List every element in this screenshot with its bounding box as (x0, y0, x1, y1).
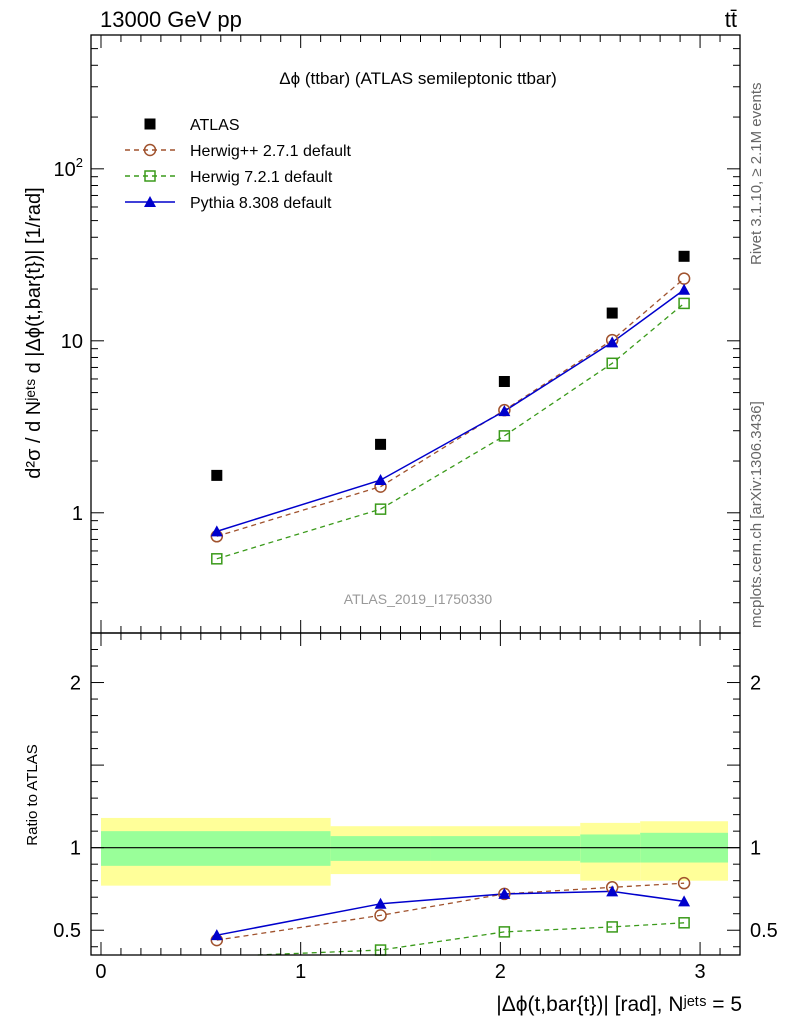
legend-label-atlas: ATLAS (190, 117, 240, 134)
main-y-tick-label: 10 (61, 331, 83, 353)
main-point-herwig-7-2-1-default (606, 357, 618, 370)
ratio-band-green (330, 836, 431, 861)
ratio-y-tick-label: 1 (70, 838, 81, 860)
header-left-label: 13000 GeV pp (100, 7, 242, 32)
main-point-pythia-8-308-default (374, 474, 387, 486)
side-label-rivet: Rivet 3.1.10, ≥ 2.1M events (748, 83, 765, 266)
ratio-y-tick-label-right: 0.5 (750, 920, 778, 942)
ratio-band-green (580, 834, 641, 863)
main-point-herwig-2-7-1-default (677, 272, 691, 285)
ratio-point-herwig-2-7-1-default (374, 909, 387, 922)
main-plot-frame: 1 10 102 (54, 34, 741, 634)
legend-label-herwig-2-7-1-default: Herwig++ 2.7.1 default (190, 143, 352, 160)
ratio-point-herwig-7-2-1-default (606, 921, 618, 933)
x-tick-label: 0 (95, 961, 106, 983)
ratio-frame-border (90, 632, 741, 956)
analysis-watermark: ATLAS_2019_I1750330 (344, 591, 493, 607)
ratio-point-pythia-8-308-default (210, 929, 223, 941)
main-point-pythia-8-308-default (210, 525, 223, 537)
ratio-y-tick-label-right: 2 (750, 673, 761, 695)
x-axis-label: |Δϕ(t,bar{t})| [rad], Nʲᵉᵗˢ = 5 (496, 993, 742, 1016)
main-point-pythia-8-308-default (498, 405, 511, 417)
legend-label-pythia-8-308-default: Pythia 8.308 default (190, 195, 332, 212)
main-series-markers (210, 250, 691, 565)
main-point-atlas (211, 469, 223, 481)
ratio-point-herwig-7-2-1-default (498, 926, 511, 938)
ratio-point-herwig-7-2-1-default (678, 917, 690, 929)
main-point-pythia-8-308-default (678, 283, 691, 295)
ratio-line-pythia-8-308-default (216, 890, 685, 936)
ratio-band-green (430, 836, 581, 861)
ratio-point-pythia-8-308-default (678, 895, 691, 907)
legend-marker-herwig-2-7-1-default (143, 143, 157, 157)
legend: ATLAS Herwig++ 2.7.1 default Herwig 7.2.1 … (125, 117, 352, 212)
ratio-plot-frame: 0.5 0.5 1 1 2 2 0 1 2 3 (53, 632, 778, 983)
main-y-tick-label: 1 (72, 503, 83, 525)
x-tick-label: 2 (495, 961, 506, 983)
ratio-series-markers (210, 876, 691, 956)
main-line-pythia-8-308-default (216, 289, 685, 533)
main-point-pythia-8-308-default (606, 336, 619, 348)
main-point-atlas (375, 438, 387, 450)
ratio-point-pythia-8-308-default (498, 887, 511, 899)
legend-marker-herwig-7-2-1-default (144, 170, 156, 182)
main-point-atlas (606, 307, 618, 319)
ratio-point-herwig-2-7-1-default (677, 876, 691, 890)
ratio-band-green (100, 831, 331, 866)
main-point-herwig-7-2-1-default (374, 503, 387, 515)
ratio-y-axis-label: Ratio to ATLAS (24, 744, 41, 845)
x-tick-label: 3 (694, 961, 705, 983)
header-right-label: tt̄ (725, 7, 737, 32)
main-y-tick-label: 102 (54, 155, 83, 181)
legend-label-herwig-7-2-1-default: Herwig 7.2.1 default (190, 169, 333, 186)
main-point-atlas (498, 375, 510, 387)
ratio-uncertainty-bands (91, 817, 740, 886)
ratio-point-pythia-8-308-default (606, 885, 619, 897)
ratio-point-pythia-8-308-default (374, 897, 387, 909)
main-series-lines (216, 278, 685, 560)
main-point-herwig-7-2-1-default (498, 430, 511, 442)
main-y-axis-label: d²σ / d Nʲᵉᵗˢ d |Δϕ(t,bar{t})| [1/rad] (23, 187, 45, 478)
main-point-herwig-7-2-1-default (211, 553, 223, 565)
main-frame-border (90, 34, 741, 634)
ratio-y-tick-label: 2 (70, 673, 81, 695)
x-tick-label: 1 (295, 961, 306, 983)
main-point-herwig-7-2-1-default (678, 297, 690, 310)
main-plot-title: Δϕ (ttbar) (ATLAS semileptonic ttbar) (279, 69, 557, 88)
main-point-atlas (678, 250, 690, 262)
ratio-line-herwig-7-2-1-default (257, 922, 685, 956)
legend-marker-pythia-8-308-default (144, 196, 156, 207)
side-label-mcplots: mcplots.cern.ch [arXiv:1306.3436] (748, 401, 765, 628)
legend-marker-atlas (144, 118, 156, 130)
ratio-y-tick-label: 0.5 (53, 920, 81, 942)
ratio-y-tick-label-right: 1 (750, 838, 761, 860)
